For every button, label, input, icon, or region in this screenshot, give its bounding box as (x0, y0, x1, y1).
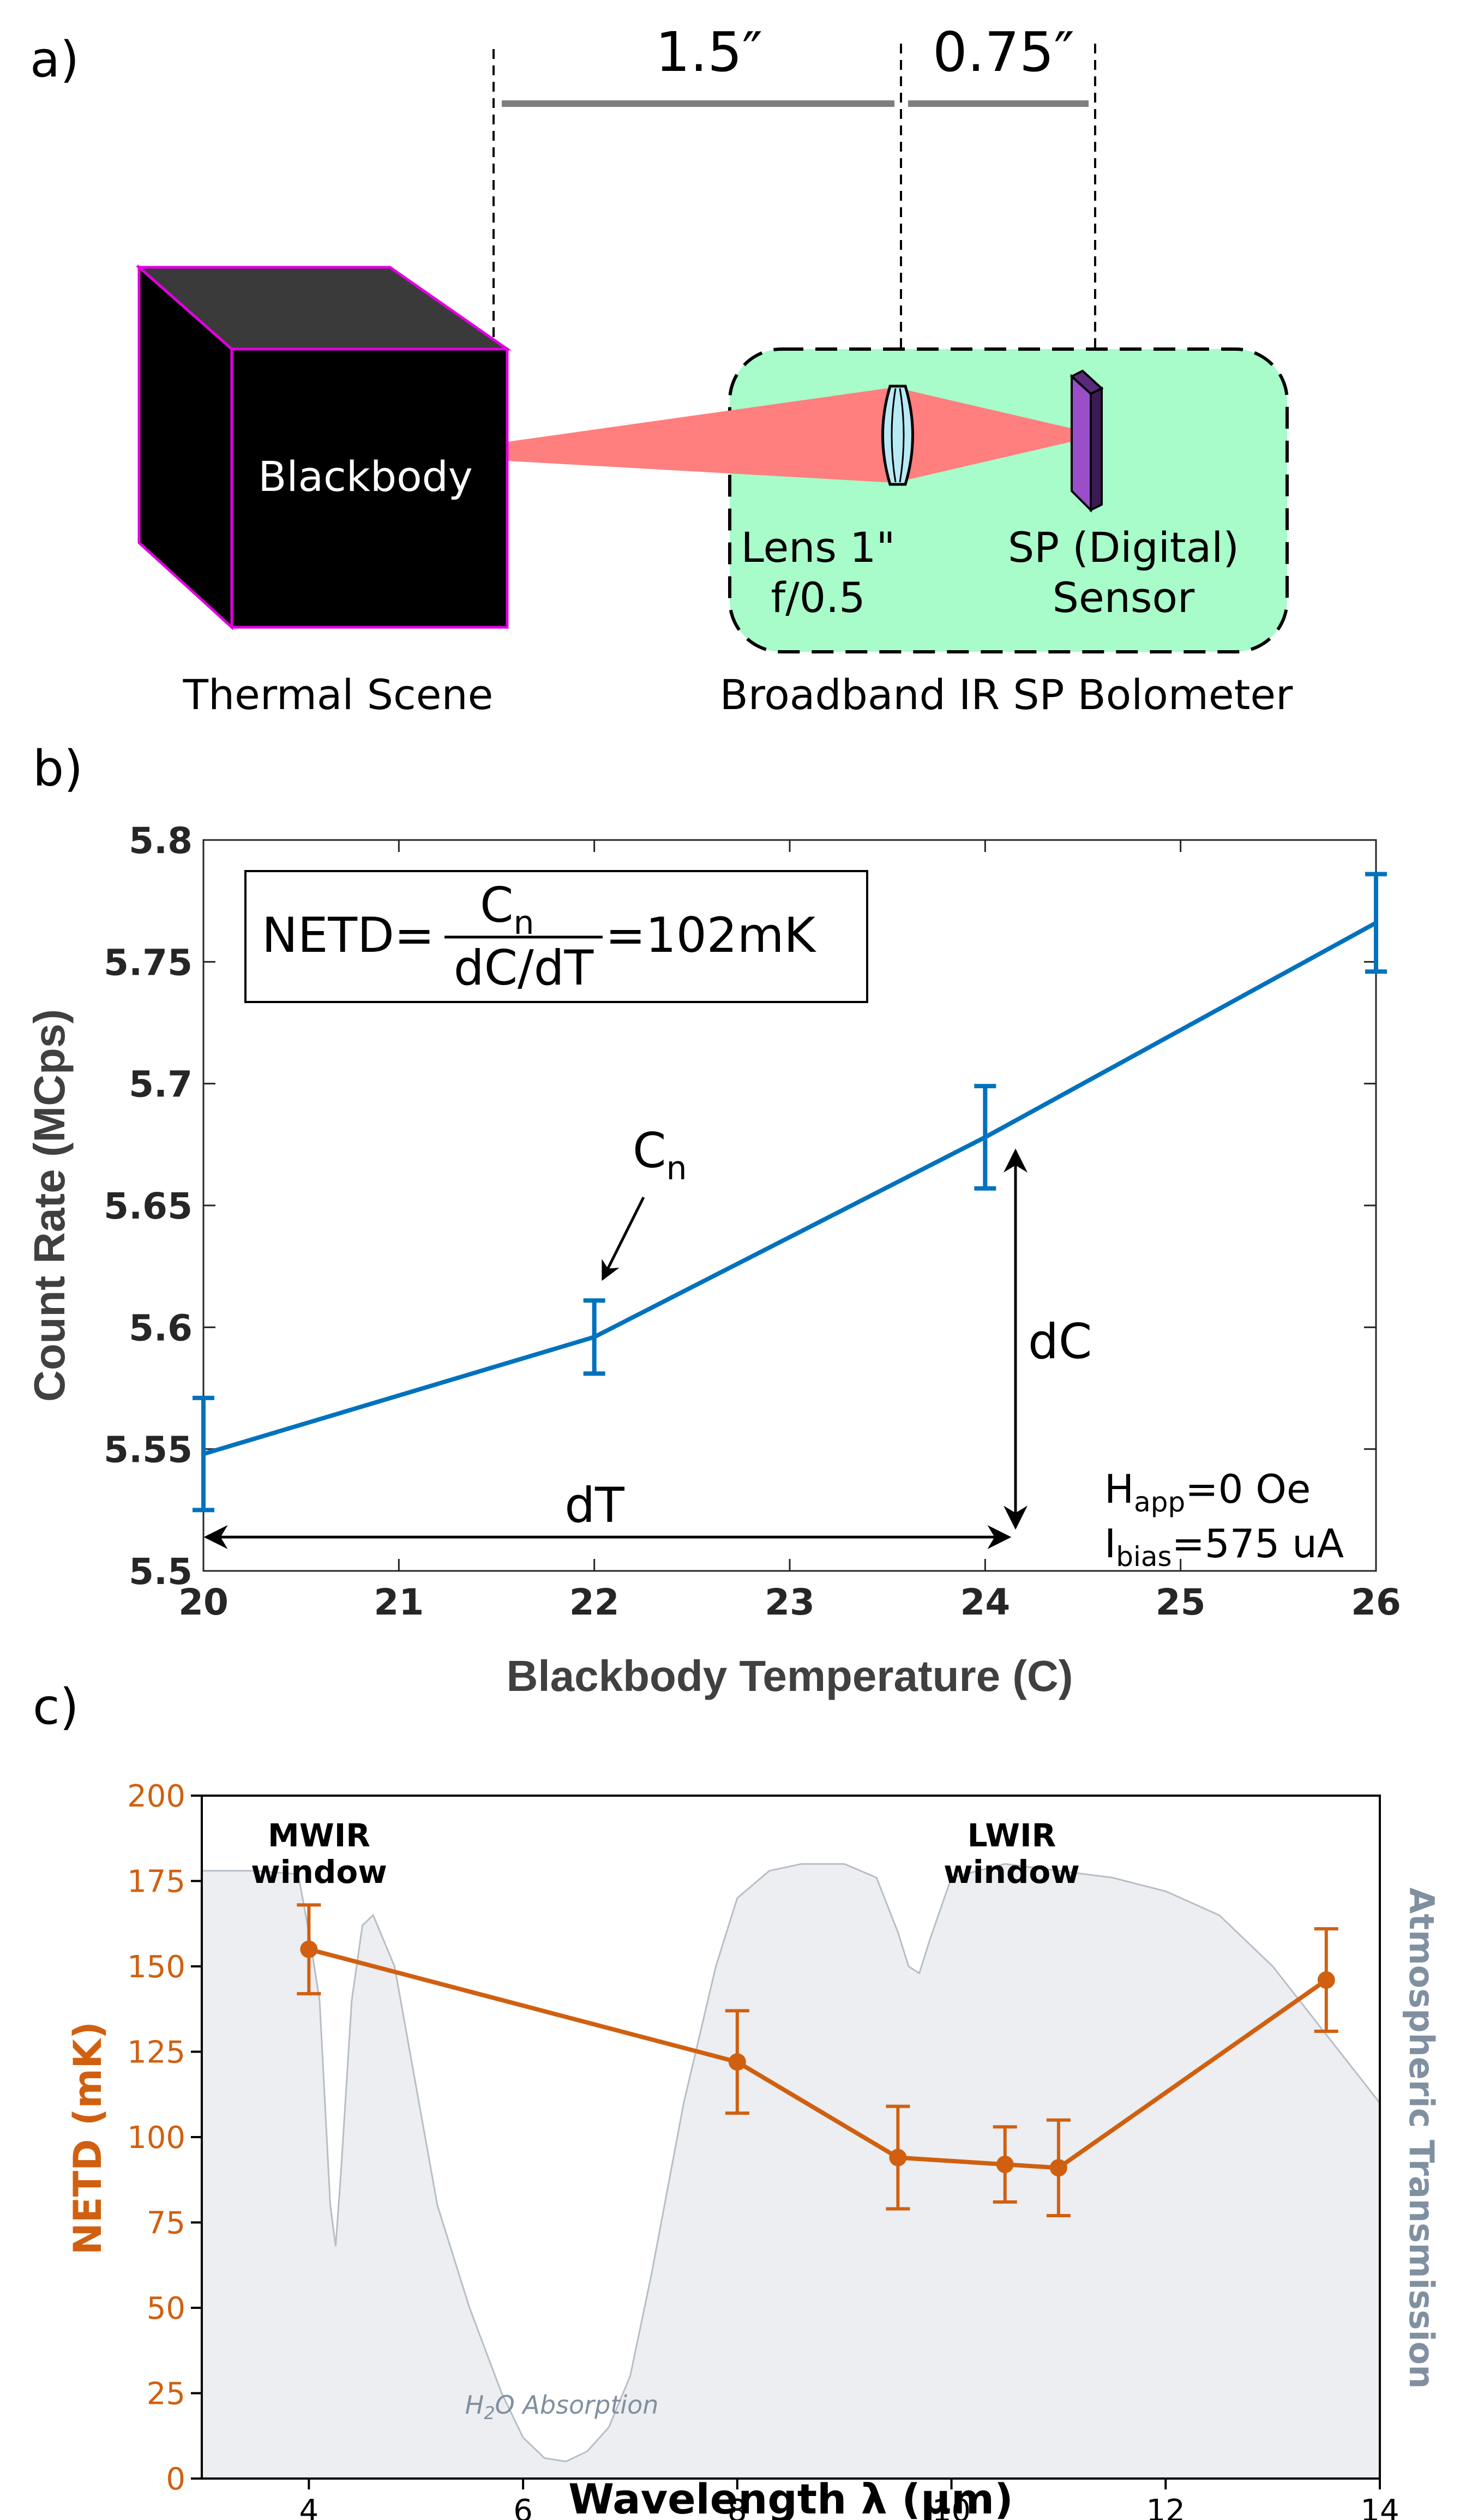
netd-point (728, 2053, 746, 2071)
count-rate-errorbar (583, 1298, 605, 1376)
sensor-label-line1: SP (Digital) (1008, 523, 1239, 572)
dt-label: dT (564, 1477, 625, 1533)
panel-c: c) 0 25 50 75 100 125 150 175 200 4 6 8 10 12 14 MWIR… (33, 1678, 1441, 2520)
c-xtick-label: 4 (299, 2493, 319, 2520)
b-xtick-label: 22 (569, 1581, 620, 1623)
panel-a: a) 1.5″ 0.75″ (30, 20, 1293, 719)
plot-b-x-axis: 20 21 22 23 24 25 26 (178, 840, 1401, 1623)
netd-formula-lhs: NETD= (262, 907, 435, 963)
lwir-label-line1: LWIR (968, 1817, 1056, 1854)
count-rate-errorbar (1365, 872, 1387, 974)
b-ytick-label: 5.55 (104, 1429, 193, 1471)
lens-icon (881, 385, 914, 486)
lens-label-line1: Lens 1" (741, 523, 896, 572)
blackbody-label: Blackbody (258, 452, 473, 501)
b-xtick-label: 24 (960, 1581, 1010, 1623)
count-rate-errorbar (193, 1395, 214, 1513)
plot-c-x-axis: 4 6 8 10 12 14 (299, 2479, 1399, 2520)
panel-c-label: c) (33, 1678, 79, 1736)
cn-annotation: Cn (633, 1123, 687, 1187)
b-xtick-label: 25 (1156, 1581, 1206, 1623)
netd-point (889, 2149, 907, 2167)
c-ytick-label: 200 (127, 1779, 185, 1814)
netd-point (1049, 2159, 1067, 2177)
ir-beam-2 (894, 387, 1083, 483)
b-ytick-label: 5.75 (104, 941, 193, 983)
lens-label-line2: f/0.5 (771, 573, 865, 622)
lwir-label-line2: window (944, 1853, 1080, 1891)
dimension-label-1: 1.5″ (656, 20, 762, 84)
h2o-absorption-label: H2O Absorption (465, 2390, 659, 2423)
netd-line (308, 1947, 1328, 2170)
netd-formula-result: =102mK (605, 907, 816, 963)
netd-formula-denominator: dC/dT (454, 940, 594, 996)
panel-b: b) 5.5 5.55 5.6 5.65 5.7 5.75 5.8 20 21 22 23 24 25… (25, 740, 1401, 1700)
b-xtick-label: 21 (374, 1581, 424, 1623)
dc-label: dC (1028, 1313, 1092, 1370)
b-ytick-label: 5.65 (104, 1185, 193, 1227)
c-xtick-label: 14 (1360, 2493, 1399, 2520)
ir-beam-1 (507, 387, 894, 483)
c-ytick-label: 25 (147, 2377, 185, 2412)
c-ytick-label: 150 (127, 1949, 185, 1985)
b-xtick-label: 26 (1351, 1581, 1401, 1623)
plot-c-xlabel: Wavelength λ (μm) (568, 2475, 1013, 2520)
c-ytick-label: 100 (127, 2120, 185, 2156)
c-ytick-label: 75 (147, 2206, 185, 2241)
b-ytick-label: 5.5 (129, 1551, 193, 1593)
ibias-annotation: Ibias=575 uA (1104, 1521, 1344, 1573)
panel-a-label: a) (30, 31, 79, 88)
happ-annotation: Happ=0 Oe (1104, 1466, 1311, 1518)
mwir-label-line1: MWIR (268, 1817, 370, 1854)
b-xtick-label: 23 (765, 1581, 815, 1623)
plot-b-ylabel: Count Rate (MCps) (25, 1009, 74, 1402)
plot-b-series (193, 872, 1387, 1513)
count-rate-errorbar (974, 1084, 996, 1191)
c-xtick-label: 8 (728, 2493, 747, 2520)
b-ytick-label: 5.7 (129, 1064, 193, 1106)
netd-point (300, 1940, 318, 1958)
plot-b-y-axis: 5.5 5.55 5.6 5.65 5.7 5.75 5.8 (104, 820, 1376, 1593)
plot-c-y2label: Atmospheric Transmission (1402, 1887, 1441, 2389)
c-ytick-label: 0 (166, 2462, 185, 2497)
c-xtick-label: 6 (513, 2493, 533, 2520)
caption-thermal-scene: Thermal Scene (183, 670, 494, 719)
netd-formula-numerator: Cn (480, 877, 534, 942)
b-ytick-label: 5.6 (129, 1307, 193, 1349)
c-xtick-label: 12 (1146, 2493, 1185, 2520)
c-xtick-label: 10 (932, 2493, 971, 2520)
b-ytick-label: 5.8 (129, 820, 193, 862)
atmospheric-transmission-area (201, 1863, 1381, 2480)
cn-arrow (601, 1196, 645, 1281)
caption-bolometer: Broadband IR SP Bolometer (720, 670, 1294, 719)
sensor-icon (1070, 369, 1104, 513)
plot-b-xlabel: Blackbody Temperature (C) (507, 1652, 1073, 1700)
c-ytick-label: 125 (127, 2035, 185, 2071)
plot-c-ylabel: NETD (mK) (65, 2021, 110, 2255)
count-rate-line (202, 921, 1377, 1456)
netd-point (1317, 1971, 1335, 1989)
panel-b-label: b) (33, 740, 83, 797)
c-ytick-label: 50 (147, 2291, 185, 2326)
blackbody-cube-icon (135, 264, 512, 631)
plot-c-netd-series (297, 1903, 1338, 2217)
dimension-label-2: 0.75″ (933, 20, 1074, 84)
plot-c-y-axis: 0 25 50 75 100 125 150 175 200 (127, 1779, 202, 2497)
mwir-label-line2: window (251, 1853, 387, 1891)
netd-point (996, 2156, 1014, 2174)
sensor-label-line2: Sensor (1053, 573, 1195, 622)
plot-c-transmission (201, 1863, 1381, 2480)
b-xtick-label: 20 (178, 1581, 229, 1623)
c-ytick-label: 175 (127, 1864, 185, 1900)
